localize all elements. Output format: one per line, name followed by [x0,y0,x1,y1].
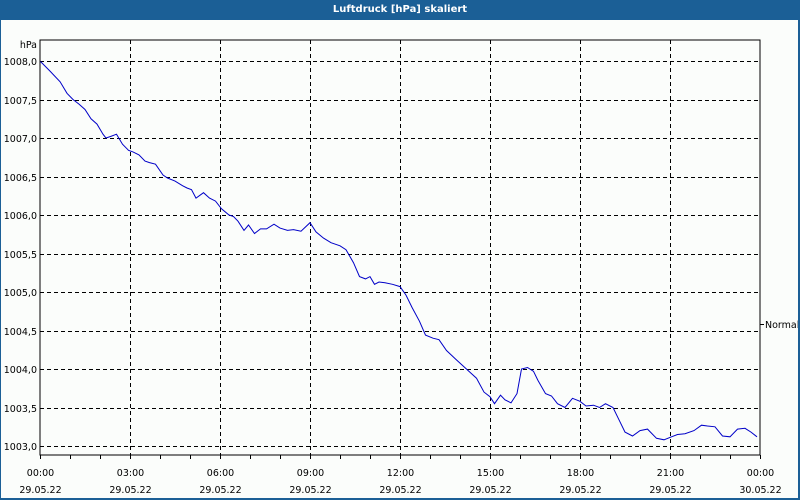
x-tick-date: 29.05.22 [649,485,691,496]
x-tick-date: 29.05.22 [199,485,241,496]
x-tick-date: 29.05.22 [109,485,151,496]
y-tick-label: 1006,5 [4,173,37,184]
y-tick-label: 1005,0 [4,288,37,299]
y-axis-ticks: 1008,0 1007,5 1007,0 1006,5 1006,0 1005,5 1005… [4,57,37,453]
x-tick-time: 06:00 [207,468,234,479]
x-tick-time: 00:00 [747,468,774,479]
y-tick-label: 1004,5 [4,327,37,338]
x-tick-date: 29.05.22 [19,485,61,496]
y-tick-label: 1006,0 [4,211,37,222]
x-tick-date: 30.05.22 [739,485,781,496]
plot-frame [39,39,761,456]
x-tick-date: 29.05.22 [289,485,331,496]
line-chart: 1008,0 1007,5 1007,0 1006,5 1006,0 1005,5 1005… [4,39,798,496]
normal-label: Normal [765,320,798,331]
x-tick-date: 29.05.22 [559,485,601,496]
x-tick-date: 29.05.22 [379,485,421,496]
y-tick-label: 1003,5 [4,404,37,415]
grid-lines [40,40,760,455]
y-tick-label: 1008,0 [4,57,37,68]
chart-title: Luftdruck [hPa] skaliert [0,0,800,20]
y-tick-label: 1007,5 [4,96,37,107]
x-tick-time: 18:00 [567,468,594,479]
y-tick-label: 1007,0 [4,134,37,145]
chart-panel: 1008,0 1007,5 1007,0 1006,5 1006,0 1005,5 1005… [1,20,798,498]
y-tick-label: 1003,0 [4,442,37,453]
x-tick-time: 09:00 [297,468,324,479]
reference-marker-normal: Normal [760,320,798,331]
pressure-line [39,60,758,441]
x-axis-ticks: 00:00 29.05.22 03:00 29.05.22 06:00 29.05.22 0… [19,455,782,496]
x-tick-time: 12:00 [387,468,414,479]
x-tick-time: 00:00 [27,468,54,479]
y-axis-unit-label: hPa [20,40,37,51]
y-tick-label: 1004,0 [4,365,37,376]
x-tick-time: 21:00 [657,468,684,479]
y-tick-label: 1005,5 [4,250,37,261]
x-tick-date: 29.05.22 [469,485,511,496]
x-tick-time: 03:00 [117,468,144,479]
x-tick-time: 15:00 [477,468,504,479]
